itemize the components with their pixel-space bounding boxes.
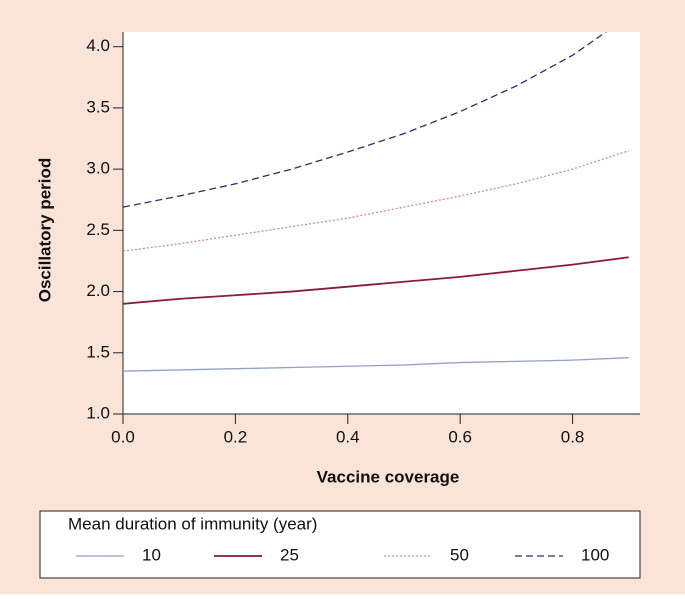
legend — [39, 510, 641, 579]
y-tick-label: 2.0 — [86, 281, 110, 300]
plot-area — [123, 32, 640, 414]
series-line — [123, 150, 629, 252]
y-tick-label: 1.5 — [86, 342, 110, 361]
series-line — [123, 32, 608, 208]
x-tick-label: 0.0 — [111, 427, 135, 446]
x-axis-label: Vaccine coverage — [317, 467, 460, 486]
legend-label: 10 — [142, 545, 161, 564]
x-tick-label: 0.4 — [336, 427, 360, 446]
y-axis-label: Oscillatory period — [35, 158, 54, 303]
series-line — [123, 256, 629, 305]
y-tick-label: 2.5 — [86, 220, 110, 239]
y-tick-label: 3.0 — [86, 159, 110, 178]
legend-label: 25 — [280, 545, 299, 564]
legend-label: 100 — [581, 545, 609, 564]
legend-label: 50 — [450, 545, 469, 564]
x-tick-label: 0.2 — [224, 427, 248, 446]
legend-title: Mean duration of immunity (year) — [68, 514, 317, 533]
y-tick-label: 1.0 — [86, 403, 110, 422]
x-tick-label: 0.6 — [448, 427, 472, 446]
y-tick-label: 4.0 — [86, 36, 110, 55]
y-tick-label: 3.5 — [86, 97, 110, 116]
plot-lines — [123, 32, 629, 372]
series-line — [123, 357, 629, 372]
x-tick-label: 0.8 — [561, 427, 585, 446]
